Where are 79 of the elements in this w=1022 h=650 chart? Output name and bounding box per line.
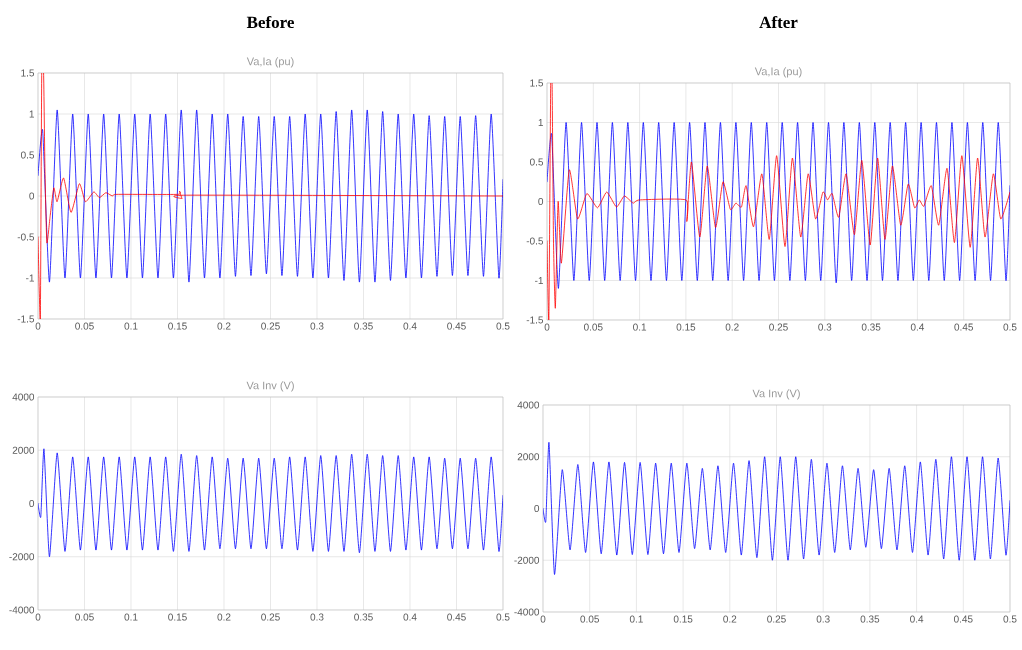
x-tick-label: 0.1 xyxy=(629,615,643,623)
chart-subtitle: Va Inv (V) xyxy=(752,389,800,400)
x-tick-label: 0.45 xyxy=(953,615,973,623)
x-tick-label: 0.2 xyxy=(725,323,739,331)
y-tick-label: 2000 xyxy=(12,446,35,454)
y-tick-label: 1.5 xyxy=(530,79,544,87)
x-tick-label: 0.5 xyxy=(1003,323,1017,331)
x-tick-label: 0.35 xyxy=(860,615,880,623)
y-tick-label: 1 xyxy=(538,119,543,126)
x-tick-label: 0 xyxy=(544,323,550,331)
x-tick-label: 0.25 xyxy=(261,613,280,621)
x-tick-label: 0.4 xyxy=(910,615,924,623)
y-tick-label: 4000 xyxy=(12,393,35,401)
x-tick-label: 0 xyxy=(35,613,41,621)
y-tick-label: -0.5 xyxy=(526,237,544,245)
y-tick-label: 0 xyxy=(29,499,35,508)
line-series xyxy=(543,442,1010,575)
x-tick-label: 0.3 xyxy=(816,615,830,623)
x-tick-label: 0.4 xyxy=(910,323,925,331)
x-tick-label: 0.45 xyxy=(447,613,466,621)
x-tick-label: 0.5 xyxy=(496,322,510,330)
x-tick-label: 0.35 xyxy=(354,322,373,330)
x-tick-label: 0.3 xyxy=(310,613,324,621)
y-tick-label: -1.5 xyxy=(526,316,544,324)
y-tick-label: 1.5 xyxy=(21,69,35,77)
x-tick-label: 0.4 xyxy=(403,613,417,621)
x-tick-label: 0.5 xyxy=(1003,615,1017,623)
y-tick-label: 1 xyxy=(29,110,34,118)
x-tick-label: 0.1 xyxy=(124,613,138,621)
x-tick-label: 0.35 xyxy=(354,613,373,621)
y-tick-label: 2000 xyxy=(517,453,540,461)
x-tick-label: 0.25 xyxy=(767,615,786,623)
x-tick-label: 0.3 xyxy=(310,322,324,330)
line-series xyxy=(38,109,504,283)
y-tick-label: -0.5 xyxy=(17,233,35,241)
y-tick-label: 0 xyxy=(534,504,540,513)
x-tick-label: 0.35 xyxy=(861,323,881,331)
y-tick-label: 4000 xyxy=(517,401,540,409)
x-tick-label: 0.25 xyxy=(261,322,280,330)
y-tick-label: 0 xyxy=(538,197,544,206)
x-tick-label: 0.05 xyxy=(583,323,603,331)
line-series xyxy=(547,122,1010,289)
x-tick-label: 0.45 xyxy=(447,322,466,330)
x-tick-label: 0.05 xyxy=(75,613,94,621)
x-tick-label: 0.3 xyxy=(818,323,832,331)
y-tick-label: -2000 xyxy=(514,556,540,564)
y-tick-label: 0.5 xyxy=(529,158,544,166)
y-tick-label: -1.5 xyxy=(17,315,35,323)
line-series xyxy=(547,83,1010,320)
y-tick-label: -1 xyxy=(535,277,543,284)
y-tick-label: -4000 xyxy=(514,608,540,616)
y-tick-label: 0.5 xyxy=(20,151,35,159)
y-tick-label: -2000 xyxy=(9,553,35,561)
chart-subtitle: Va,Ia (pu) xyxy=(246,57,294,68)
x-tick-label: 0.15 xyxy=(676,323,696,331)
y-tick-label: -4000 xyxy=(9,606,35,614)
x-tick-label: 0.25 xyxy=(769,323,788,331)
x-tick-label: 0.05 xyxy=(580,615,600,623)
x-tick-label: 0.15 xyxy=(168,322,187,330)
chart-subtitle: Va Inv (V) xyxy=(246,381,294,392)
x-tick-label: 0.15 xyxy=(673,615,693,623)
chart-subtitle: Va,Ia (pu) xyxy=(754,67,802,78)
line-series xyxy=(38,73,504,319)
x-tick-label: 0.2 xyxy=(217,322,231,330)
y-tick-label: -1 xyxy=(26,274,34,282)
x-tick-label: 0.2 xyxy=(723,615,737,623)
x-tick-label: 0.45 xyxy=(954,323,974,331)
x-tick-label: 0.1 xyxy=(633,323,647,331)
y-tick-label: 0 xyxy=(29,192,35,200)
chart-title: Before xyxy=(246,15,294,29)
x-tick-label: 0 xyxy=(35,322,41,330)
chart-title: After xyxy=(759,15,798,29)
x-tick-label: 0.4 xyxy=(403,322,417,330)
x-tick-label: 0.15 xyxy=(168,613,187,621)
x-tick-label: 0.5 xyxy=(496,613,510,621)
line-series xyxy=(38,448,504,558)
x-tick-label: 0.05 xyxy=(75,322,94,330)
x-tick-label: 0.1 xyxy=(124,322,138,330)
x-tick-label: 0.2 xyxy=(217,613,231,621)
